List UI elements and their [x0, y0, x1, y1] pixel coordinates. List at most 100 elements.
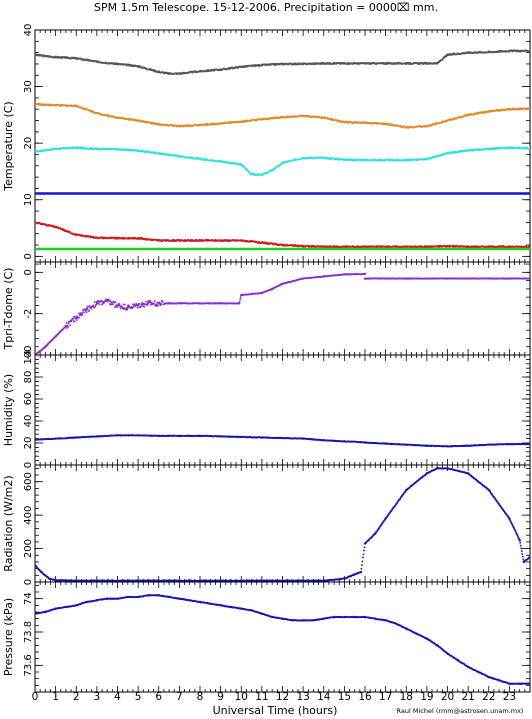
data-dot: [194, 71, 197, 73]
data-dot: [518, 108, 520, 111]
data-dot: [35, 353, 38, 355]
data-dot: [48, 55, 50, 57]
data-dot: [239, 298, 242, 301]
data-dot: [428, 63, 430, 65]
y-axis-label: Temperature (C): [2, 101, 15, 191]
data-dot: [106, 115, 108, 117]
data-dot: [524, 107, 527, 110]
data-dot: [88, 235, 91, 238]
data-dot: [89, 235, 92, 237]
data-dot: [83, 311, 85, 314]
data-dot: [330, 119, 332, 121]
data-point: [425, 245, 429, 248]
data-dot: [105, 298, 107, 301]
series-2: [35, 146, 530, 177]
data-dot: [453, 245, 456, 248]
data-dot: [272, 63, 275, 65]
data-dot: [484, 111, 486, 114]
data-dot: [501, 245, 503, 247]
data-dot: [386, 124, 388, 126]
data-dot: [130, 64, 133, 66]
data-dot: [265, 242, 267, 245]
data-dot: [423, 246, 426, 248]
data-dot: [129, 118, 131, 120]
data-dot: [53, 337, 55, 339]
data-dot: [189, 240, 192, 242]
data-dot: [114, 236, 117, 239]
data-dot: [90, 307, 93, 310]
data-dot: [441, 58, 444, 61]
data-dot: [360, 246, 362, 248]
data-dot: [48, 103, 51, 106]
data-dot: [186, 125, 188, 127]
data-dot: [517, 49, 519, 52]
data-dot: [128, 64, 130, 67]
data-dot: [239, 296, 242, 299]
data-dot: [107, 298, 110, 301]
data-point: [487, 50, 490, 54]
data-point: [301, 62, 305, 66]
data-dot: [243, 119, 246, 122]
data-dot: [46, 344, 49, 346]
data-dot: [81, 312, 83, 314]
data-dot: [127, 117, 130, 120]
data-dot: [279, 116, 282, 119]
data-dot: [181, 73, 184, 75]
data-dot: [294, 62, 296, 65]
data-dot: [353, 122, 356, 124]
data-dot: [232, 161, 234, 164]
data-dot: [524, 146, 526, 149]
data-dot: [393, 62, 395, 65]
data-dot: [319, 62, 322, 64]
data-point: [487, 245, 490, 248]
data-dot: [173, 240, 176, 242]
data-dot: [90, 109, 93, 112]
data-dot: [272, 167, 275, 170]
data-point: [384, 158, 387, 162]
data-dot: [153, 151, 155, 153]
data-dot: [272, 243, 275, 246]
data-dot: [313, 116, 316, 119]
data-dot: [499, 50, 501, 52]
data-dot: [497, 146, 499, 149]
data-dot: [264, 241, 267, 244]
data-dot: [381, 122, 384, 125]
data-dot: [149, 300, 151, 302]
data-point: [322, 245, 325, 248]
data-dot: [166, 72, 169, 74]
data-dot: [477, 245, 480, 247]
data-dot: [172, 240, 174, 242]
data-dot: [147, 301, 149, 303]
data-dot: [336, 157, 339, 160]
data-dot: [420, 245, 423, 248]
data-dot: [141, 121, 144, 123]
data-dot: [140, 66, 143, 68]
data-dot: [369, 121, 372, 124]
data-dot: [187, 125, 189, 127]
data-dot: [140, 305, 143, 307]
data-dot: [127, 238, 130, 240]
data-dot: [206, 240, 209, 242]
data-dot: [310, 62, 313, 65]
data-dot: [195, 124, 198, 126]
data-dot: [105, 114, 108, 116]
data-dot: [516, 146, 519, 149]
data-dot: [256, 173, 259, 176]
data-dot: [89, 236, 91, 239]
data-dot: [515, 49, 517, 52]
data-dot: [206, 123, 209, 125]
data-dot: [108, 299, 111, 302]
data-point: [136, 237, 140, 240]
data-point: [343, 62, 346, 65]
data-dot: [39, 104, 41, 106]
data-dot: [440, 121, 443, 124]
data-dot: [196, 158, 198, 160]
data-dot: [430, 245, 433, 247]
data-dot: [330, 158, 332, 160]
data-dot: [300, 244, 303, 247]
data-dot: [78, 312, 80, 315]
data-dot: [149, 69, 152, 71]
data-dot: [133, 303, 135, 306]
data-point: [446, 119, 449, 122]
data-dot: [129, 148, 131, 151]
